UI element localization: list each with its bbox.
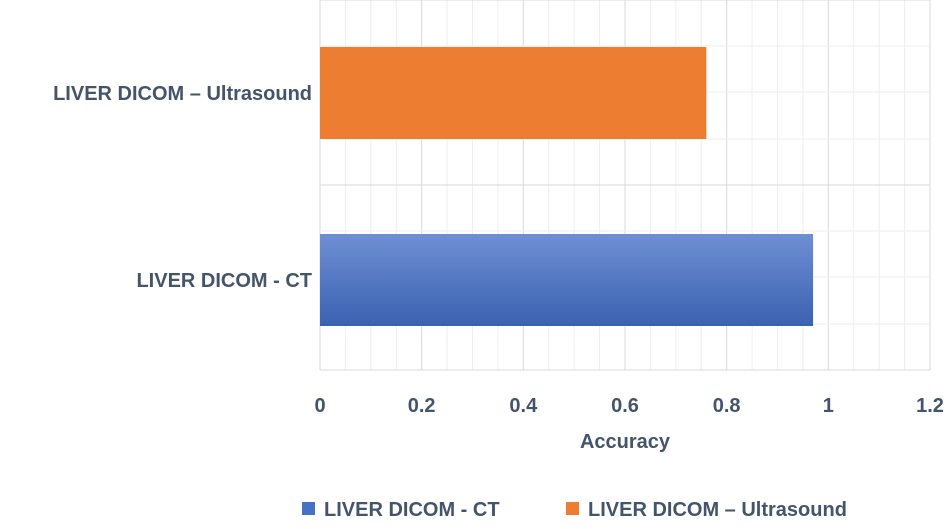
- category-label: LIVER DICOM - CT: [136, 270, 312, 292]
- category-label: LIVER DICOM – Ultrasound: [53, 83, 312, 105]
- x-tick-label: 1.2: [916, 395, 944, 417]
- x-axis-title: Accuracy: [580, 431, 671, 453]
- labels: LIVER DICOM – Ultrasound LIVER DICOM - CT…: [53, 83, 944, 453]
- x-tick-label: 0.4: [509, 395, 538, 417]
- x-tick-label: 0: [314, 395, 325, 417]
- legend-swatch: [566, 502, 579, 515]
- legend: LIVER DICOM - CT LIVER DICOM – Ultrasound: [302, 499, 847, 521]
- x-tick-label: 0.6: [611, 395, 639, 417]
- legend-label: LIVER DICOM – Ultrasound: [588, 499, 847, 521]
- x-tick-label: 0.2: [408, 395, 436, 417]
- legend-swatch: [302, 502, 315, 515]
- bars: [320, 47, 814, 326]
- legend-label: LIVER DICOM - CT: [324, 499, 500, 521]
- bar-ultrasound: [320, 47, 707, 139]
- x-tick-label: 1: [823, 395, 834, 417]
- x-tick-label: 0.8: [713, 395, 741, 417]
- bar-ct: [320, 234, 814, 326]
